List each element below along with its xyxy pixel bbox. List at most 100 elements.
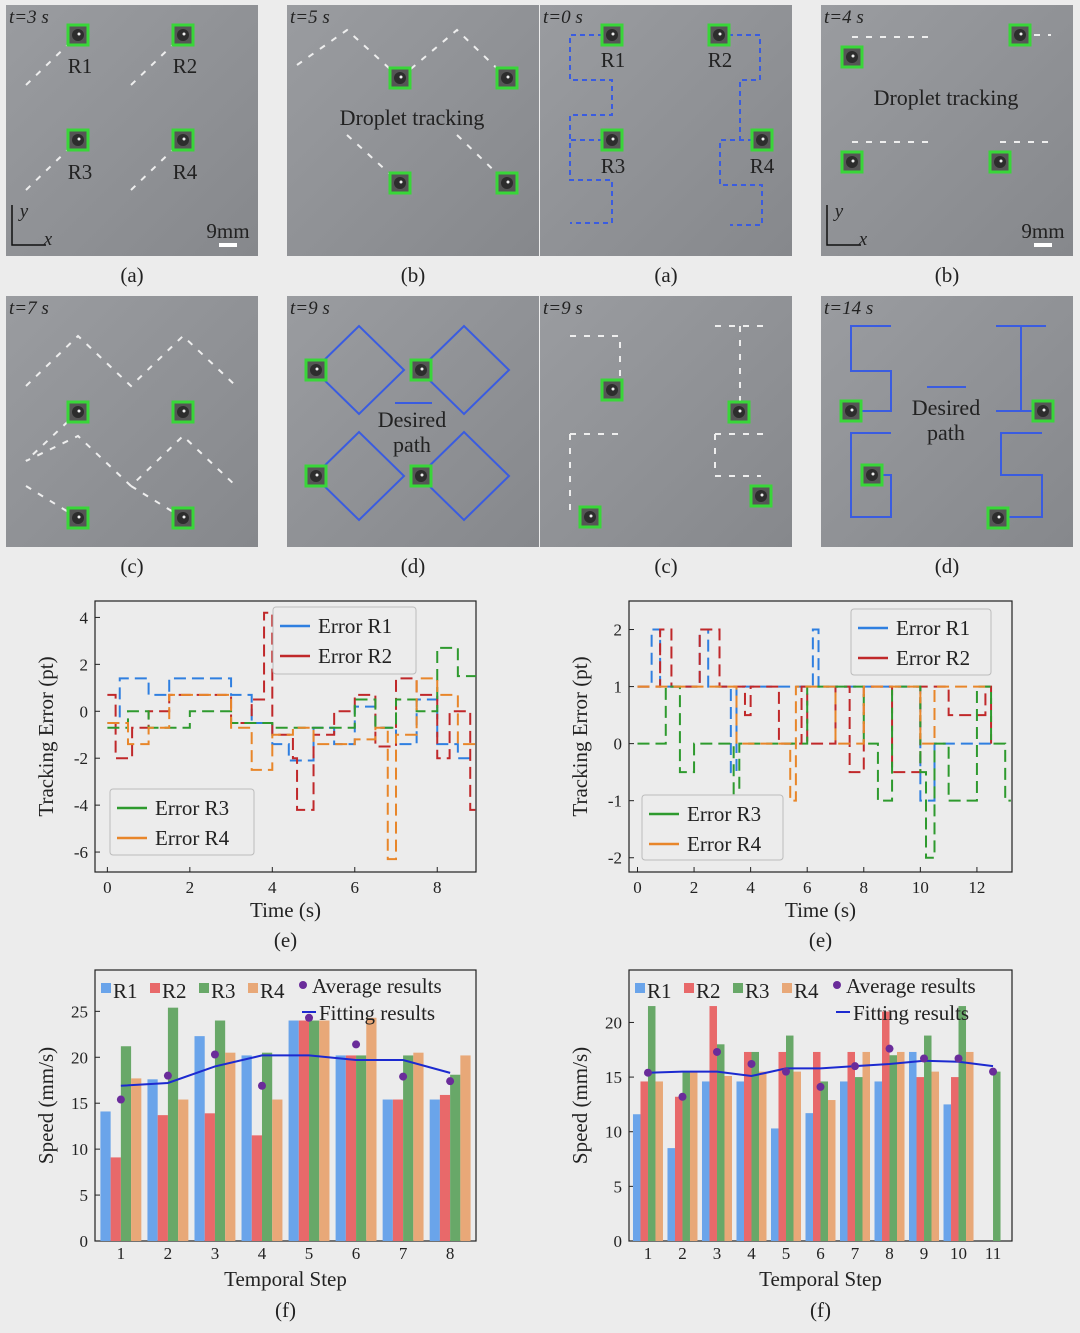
x-axis-label: Time (s) bbox=[250, 898, 321, 922]
y-tick-label: 0 bbox=[614, 735, 623, 754]
photo-background bbox=[540, 5, 792, 256]
chart-0: 4 2 0 -2 -4 -6 Time (s) Tracking Error (pt) (e) 0… bbox=[34, 600, 477, 952]
droplet-highlight bbox=[315, 473, 319, 477]
bar-r2 bbox=[157, 1115, 168, 1241]
bar-r3 bbox=[820, 1081, 829, 1241]
droplet-highlight bbox=[399, 75, 403, 79]
x-tick-label: 8 bbox=[446, 1244, 455, 1263]
overlay-text: path bbox=[927, 420, 965, 445]
legend-average-marker bbox=[833, 981, 841, 989]
photo-panel: t=7 s bbox=[6, 296, 258, 547]
legend-swatch bbox=[248, 983, 258, 993]
photo-background bbox=[821, 296, 1073, 547]
robot-label: R2 bbox=[708, 48, 733, 72]
bar-r4 bbox=[828, 1100, 836, 1241]
droplet-highlight bbox=[77, 137, 81, 141]
photo-background bbox=[6, 296, 258, 547]
panel-caption: (c) bbox=[120, 554, 144, 578]
droplet-highlight bbox=[182, 515, 186, 519]
bar-r4 bbox=[272, 1099, 283, 1241]
y-tick-label: 5 bbox=[614, 1177, 623, 1196]
robot-label: R4 bbox=[750, 154, 775, 178]
bar-r4 bbox=[131, 1078, 142, 1241]
bar-r1 bbox=[632, 1114, 641, 1241]
y-tick-label: 0 bbox=[80, 702, 89, 721]
photo-background bbox=[287, 296, 539, 547]
x-tick-label: 10 bbox=[912, 878, 929, 897]
series-line-error-r4 bbox=[637, 685, 992, 802]
droplet-highlight bbox=[182, 409, 186, 413]
photo-panel: t=5 s Droplet tracking bbox=[287, 5, 539, 256]
bar-r1 bbox=[667, 1148, 675, 1241]
bar-r4 bbox=[655, 1081, 663, 1241]
bar-r3 bbox=[647, 1006, 656, 1241]
time-label: t=9 s bbox=[290, 298, 330, 319]
average-point bbox=[116, 1095, 125, 1104]
x-tick-label: 0 bbox=[633, 878, 642, 897]
average-point bbox=[210, 1050, 219, 1059]
bar-r3 bbox=[889, 1055, 898, 1241]
legend-label: Fitting results bbox=[853, 1001, 969, 1025]
y-tick-label: 2 bbox=[80, 655, 89, 674]
x-axis-label: Temporal Step bbox=[224, 1267, 347, 1291]
bar-r3 bbox=[855, 1077, 863, 1241]
legend-swatch bbox=[635, 983, 645, 993]
panel-caption: (a) bbox=[120, 263, 144, 287]
legend-label: Error R1 bbox=[896, 616, 970, 640]
bar-r1 bbox=[288, 1020, 299, 1241]
x-tick-label: 2 bbox=[186, 878, 195, 897]
y-axis-label: Speed (mm/s) bbox=[34, 1047, 58, 1164]
overlay-text: Desired bbox=[378, 407, 446, 432]
legend-label: Error R4 bbox=[155, 826, 230, 850]
x-tick-label: 7 bbox=[399, 1244, 408, 1263]
x-tick-label: 5 bbox=[782, 1244, 791, 1263]
legend-label: Error R2 bbox=[896, 646, 970, 670]
series-line-error-r1 bbox=[107, 677, 476, 762]
droplet-highlight bbox=[761, 137, 765, 141]
legend-label: Error R1 bbox=[318, 614, 392, 638]
planned-path bbox=[569, 34, 613, 140]
y-tick-label: 20 bbox=[71, 1048, 88, 1067]
average-point bbox=[954, 1054, 963, 1063]
scale-bar-label: 9mm bbox=[206, 219, 249, 243]
bar-r4 bbox=[413, 1052, 424, 1241]
legend-swatch bbox=[684, 983, 694, 993]
bar-r3 bbox=[167, 1007, 179, 1241]
bar-r3 bbox=[403, 1055, 414, 1241]
droplet-trail bbox=[296, 28, 401, 79]
droplet-highlight bbox=[997, 515, 1001, 519]
fitting-line bbox=[120, 1054, 451, 1087]
y-tick-label: 20 bbox=[605, 1013, 622, 1032]
desired-path bbox=[417, 430, 511, 522]
x-tick-label: 6 bbox=[816, 1244, 825, 1263]
droplet-highlight bbox=[611, 32, 615, 36]
bar-r4 bbox=[689, 1071, 698, 1241]
bar-r1 bbox=[805, 1113, 813, 1241]
panel-caption: (d) bbox=[400, 554, 426, 578]
y-tick-label: 5 bbox=[80, 1186, 89, 1205]
bar-r2 bbox=[916, 1077, 925, 1241]
legend-label: Error R2 bbox=[318, 644, 392, 668]
legend-label: R4 bbox=[794, 979, 819, 1003]
droplet-highlight bbox=[738, 409, 742, 413]
x-tick-label: 1 bbox=[644, 1244, 653, 1263]
droplet-highlight bbox=[77, 409, 81, 413]
droplet-trail bbox=[714, 434, 761, 477]
robot-label: R4 bbox=[173, 160, 198, 184]
x-tick-label: 0 bbox=[103, 878, 112, 897]
average-point bbox=[920, 1054, 929, 1063]
y-axis-label: Tracking Error (pt) bbox=[34, 656, 58, 816]
x-tick-label: 4 bbox=[268, 878, 277, 897]
axis-x-label: x bbox=[858, 229, 868, 250]
droplet-highlight bbox=[420, 367, 424, 371]
axes-indicator bbox=[11, 205, 46, 246]
x-tick-label: 8 bbox=[433, 878, 442, 897]
planned-path bbox=[719, 139, 763, 226]
x-tick-label: 4 bbox=[747, 1244, 756, 1263]
bar-r2 bbox=[110, 1157, 121, 1241]
droplet-highlight bbox=[399, 180, 403, 184]
bar-r4 bbox=[225, 1052, 236, 1241]
droplet-trail bbox=[25, 411, 237, 488]
bar-r2 bbox=[882, 1011, 890, 1241]
time-label: t=9 s bbox=[543, 298, 583, 319]
